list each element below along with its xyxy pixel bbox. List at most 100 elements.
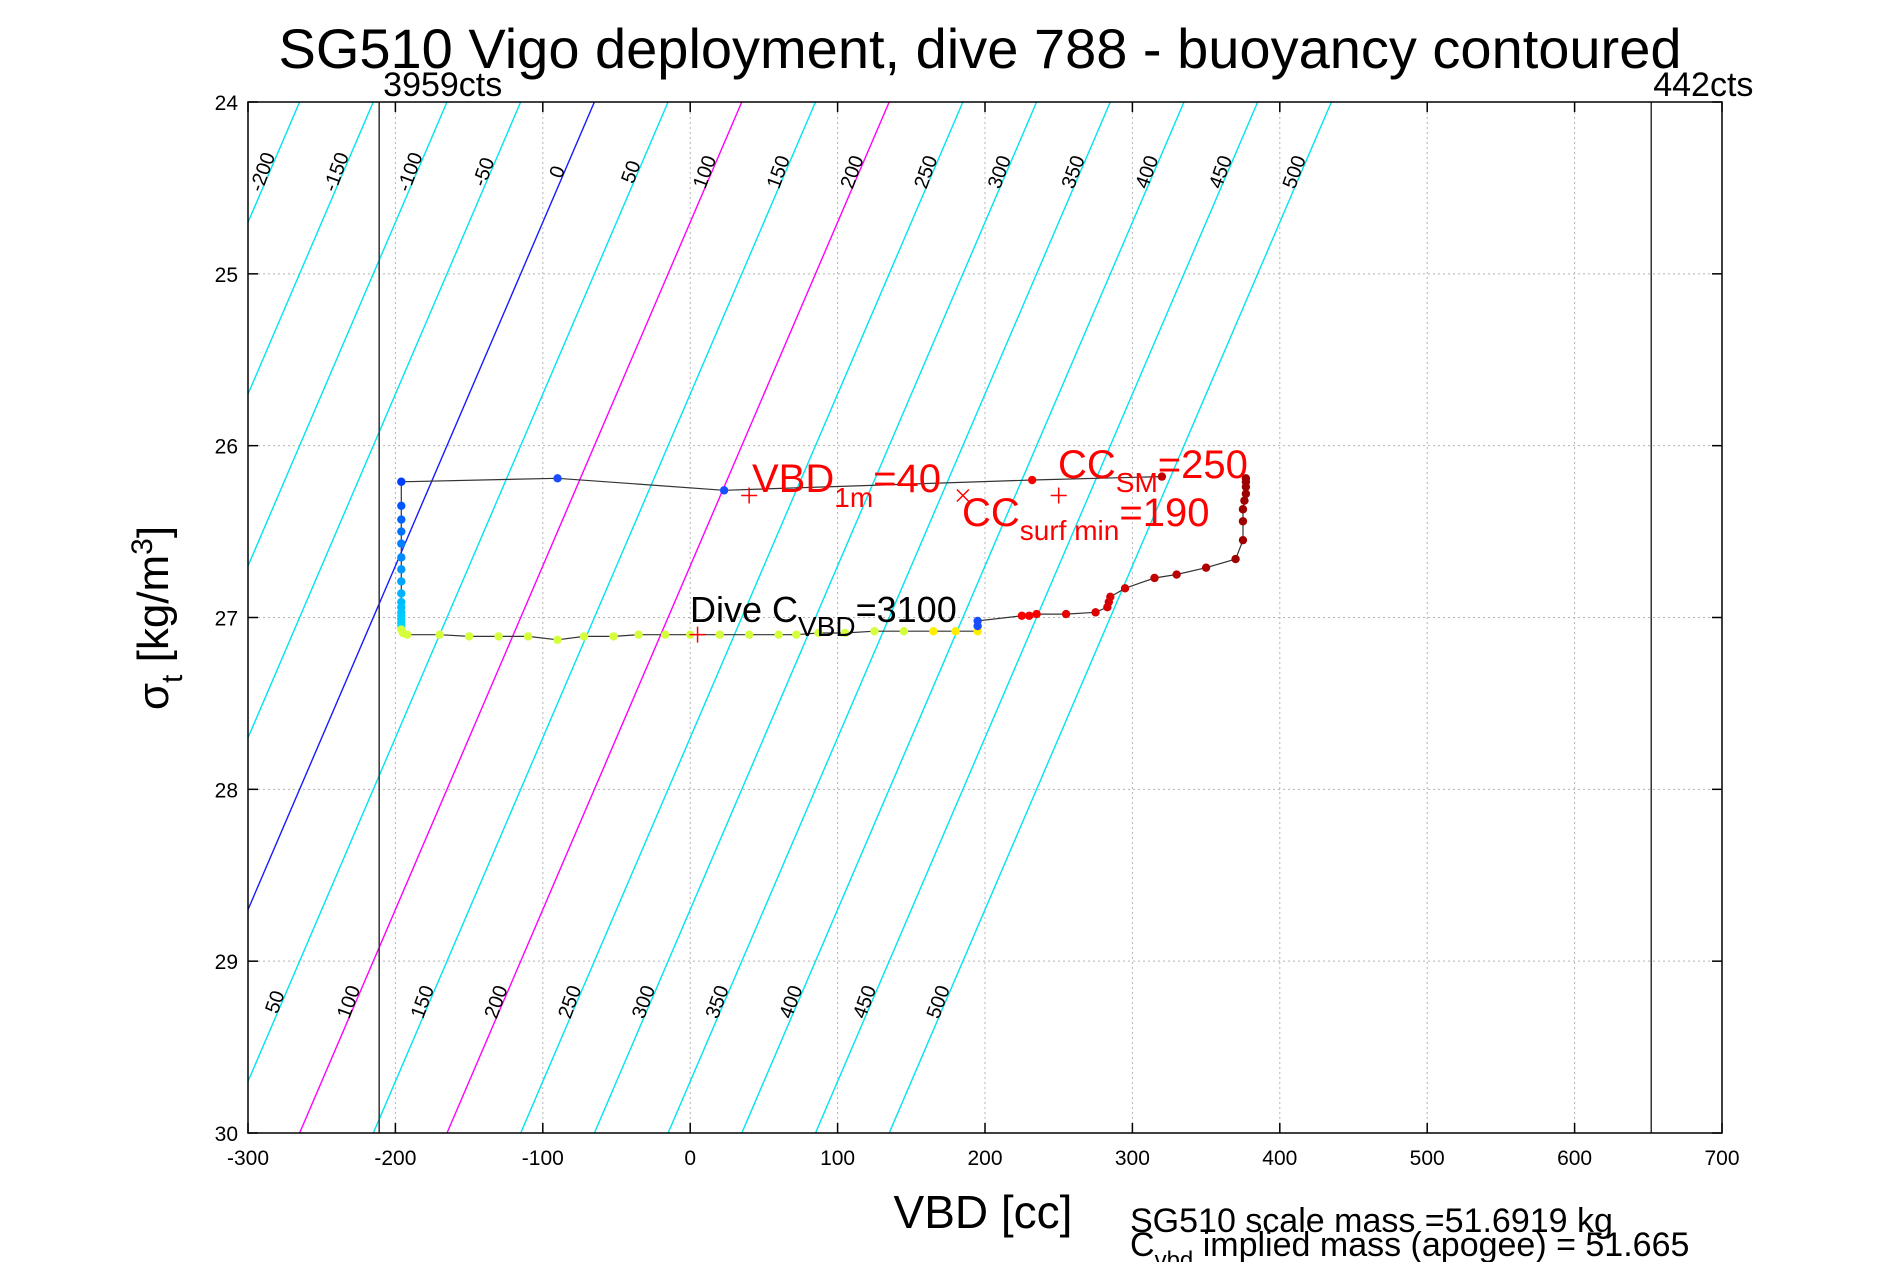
- x-tick-label: 100: [820, 1147, 855, 1170]
- x-tick-label: 400: [1262, 1147, 1297, 1170]
- contour-line: [888, 102, 1333, 1133]
- data-point: [1027, 475, 1037, 485]
- data-point: [973, 616, 982, 626]
- annotation-dive-cvbd: Dive CVBD=3100: [690, 589, 957, 642]
- x-tick-label: 300: [1115, 1147, 1150, 1170]
- data-point: [553, 635, 562, 645]
- contour-line: [520, 102, 964, 1133]
- contour-line: [298, 102, 743, 1133]
- contour-line: [0, 102, 78, 1133]
- y-tick-label: 27: [215, 608, 238, 631]
- data-point: [397, 527, 406, 536]
- y-axis-ticks: 24 25 26 27 28 29 30: [215, 92, 1722, 1146]
- x-tick-label: -200: [374, 1147, 416, 1170]
- grid: [248, 102, 1722, 1133]
- x-tick-label: 200: [967, 1147, 1002, 1170]
- contour-line: [248, 102, 448, 568]
- data-point: [870, 627, 879, 636]
- data-point: [1241, 474, 1251, 483]
- data-point: [397, 589, 406, 598]
- y-tick-label: 26: [215, 436, 238, 459]
- contour-line: [446, 102, 890, 1133]
- x-tick-label: 0: [684, 1147, 696, 1170]
- x-marker: [956, 488, 970, 503]
- svg-text:VBD1m=40: VBD1m=40: [752, 457, 941, 513]
- annotation-cc-surf-min: CCsurf min=190: [962, 491, 1209, 546]
- data-point: [553, 474, 562, 483]
- y-tick-label: 28: [215, 779, 238, 802]
- data-point: [1238, 517, 1248, 526]
- contour-line: [593, 102, 1038, 1133]
- annotation-cc-sm: CCSM=250: [1058, 443, 1248, 498]
- contour-line: [248, 102, 374, 396]
- plus-marker: [741, 487, 758, 504]
- data-point: [715, 630, 724, 639]
- contour-line: [741, 102, 1185, 1133]
- dive-series: [397, 472, 1251, 645]
- data-point: [1091, 608, 1100, 617]
- plus-marker: [1050, 487, 1067, 504]
- x-tick-label: -300: [227, 1147, 269, 1170]
- footer-scale-mass: SG510 scale mass =51.6919 kg: [1130, 1202, 1613, 1240]
- y-axis-label: σt [kg/m3]: [126, 526, 189, 710]
- data-point: [1241, 489, 1251, 498]
- data-point: [840, 628, 850, 638]
- data-point: [397, 477, 406, 486]
- data-point: [402, 630, 412, 639]
- vbd-limit-lines: 3959cts 442cts: [378, 66, 1753, 1133]
- data-point: [719, 486, 729, 495]
- data-point: [1157, 472, 1167, 481]
- x-tick-label: 500: [1410, 1147, 1445, 1170]
- contour-line: [667, 102, 1111, 1133]
- x-axis-label: VBD [cc]: [894, 1186, 1073, 1238]
- svg-text:Dive CVBD=3100: Dive CVBD=3100: [690, 589, 957, 642]
- contour-line: [0, 102, 226, 1133]
- data-point: [1032, 609, 1041, 619]
- data-point: [523, 632, 533, 641]
- data-point: [1017, 611, 1027, 620]
- chart-title: SG510 Vigo deployment, dive 788 - buoyan…: [278, 17, 1681, 80]
- data-point: [435, 630, 444, 639]
- x-tick-label: -100: [522, 1147, 564, 1170]
- footer-implied-mass: Cvbd implied mass (apogee) = 51.665: [1130, 1226, 1689, 1262]
- data-point: [1061, 609, 1071, 619]
- data-point: [397, 501, 406, 511]
- annotation-vbd-1m: VBD1m=40: [752, 457, 941, 513]
- y-tick-label: 24: [215, 92, 239, 115]
- data-point: [1231, 554, 1240, 564]
- contour-line: [248, 102, 522, 740]
- data-point: [1201, 563, 1211, 572]
- contour-line: [0, 102, 5, 1133]
- data-point: [397, 539, 406, 548]
- data-point: [929, 627, 938, 636]
- data-point: [397, 577, 406, 586]
- data-point: [494, 632, 503, 641]
- data-point: [609, 632, 618, 641]
- data-point: [792, 630, 801, 639]
- y-tick-label: 30: [215, 1123, 238, 1146]
- data-point: [1240, 496, 1249, 505]
- contour-line: [248, 102, 596, 912]
- vbd-limit-label: 442cts: [1653, 66, 1753, 104]
- data-point: [814, 628, 823, 638]
- data-point: [397, 565, 406, 574]
- data-point: [1106, 592, 1115, 602]
- data-point: [1025, 611, 1034, 620]
- data-point: [744, 630, 754, 639]
- data-point: [634, 630, 643, 639]
- data-point: [1238, 535, 1248, 545]
- x-tick-label: 600: [1557, 1147, 1592, 1170]
- y-tick-label: 25: [215, 264, 238, 287]
- reference-markers: [689, 487, 1067, 643]
- data-point: [397, 553, 406, 562]
- data-point: [464, 632, 474, 641]
- data-point: [951, 627, 960, 636]
- x-tick-label: 700: [1704, 1147, 1739, 1170]
- data-point: [774, 630, 783, 639]
- svg-text:CCsurf min=190: CCsurf min=190: [962, 491, 1209, 546]
- data-point: [1120, 584, 1130, 593]
- data-point: [660, 630, 670, 639]
- data-point: [397, 515, 406, 524]
- data-point: [1150, 573, 1159, 583]
